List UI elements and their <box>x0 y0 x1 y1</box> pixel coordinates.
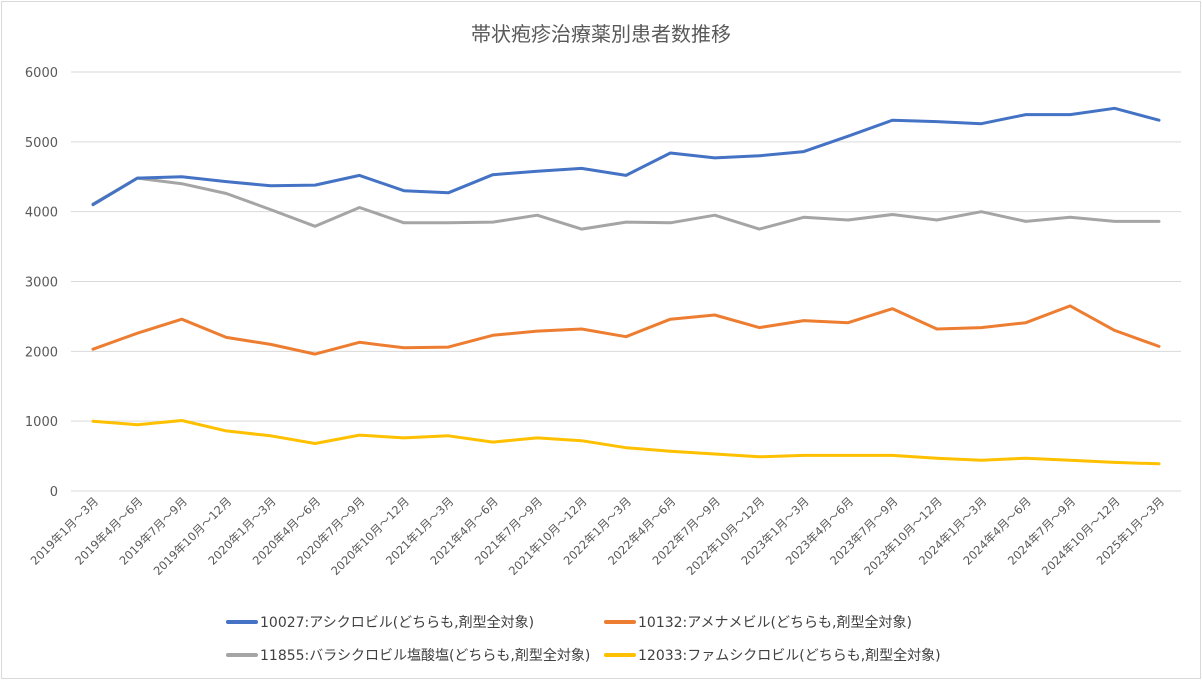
legend-label: 10027:アシクロビル(どちらも,剤型全対象) <box>260 615 535 631</box>
series-line-3 <box>91 419 1161 466</box>
x-tick-label: 2021年10月～12月 <box>506 494 590 578</box>
x-tick-label: 2019年10月～12月 <box>151 494 235 578</box>
x-tick-label: 2024年10月～12月 <box>1039 494 1123 578</box>
legend-swatch <box>604 653 636 657</box>
legend-label: 12033:ファムシクロビル(どちらも,剤型全対象) <box>638 648 941 664</box>
y-tick-label: 1000 <box>25 415 58 430</box>
x-tick-label: 2020年10月～12月 <box>328 494 412 578</box>
legend-item-famciclovir: 12033:ファムシクロビル(どちらも,剤型全対象) <box>604 645 941 665</box>
y-tick-label: 6000 <box>25 66 58 81</box>
y-tick-label: 2000 <box>25 345 58 360</box>
legend-swatch <box>226 620 258 624</box>
legend-label: 11855:バラシクロビル塩酸塩(どちらも,剤型全対象) <box>260 648 591 664</box>
series-line-1 <box>91 304 1161 356</box>
legend-swatch <box>604 620 636 624</box>
legend-item-amenamevir: 10132:アメナメビル(どちらも,剤型全対象) <box>604 612 912 632</box>
legend-item-valacyclovir: 11855:バラシクロビル塩酸塩(どちらも,剤型全対象) <box>226 645 590 665</box>
y-tick-label: 3000 <box>25 276 58 291</box>
y-tick-label: 5000 <box>25 136 58 151</box>
legend-label: 10132:アメナメビル(どちらも,剤型全対象) <box>638 615 912 631</box>
chart-title: 帯状疱疹治療薬別患者数推移 <box>471 22 731 46</box>
legend-item-acyclovir: 10027:アシクロビル(どちらも,剤型全対象) <box>226 612 534 632</box>
series-line-0 <box>91 106 1161 207</box>
series-line-2 <box>91 176 1161 231</box>
x-tick-label: 2022年10月～12月 <box>684 494 768 578</box>
y-tick-label: 0 <box>50 485 58 500</box>
y-tick-label: 4000 <box>25 206 58 221</box>
x-tick-label: 2023年10月～12月 <box>861 494 945 578</box>
legend-swatch <box>226 653 258 657</box>
